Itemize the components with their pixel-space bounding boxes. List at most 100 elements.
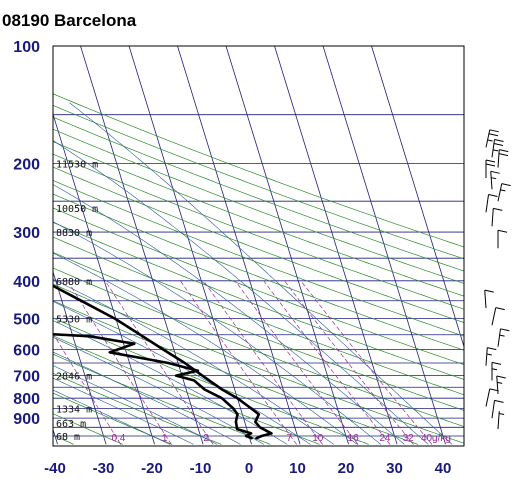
wind-barb-flag xyxy=(489,129,499,133)
wind-barb xyxy=(497,229,508,249)
dry-adiabat-line xyxy=(53,372,222,445)
dry-adiabat-line xyxy=(53,93,464,248)
dry-adiabat-line xyxy=(53,166,464,323)
temperature-tick-label: 0 xyxy=(245,460,253,477)
wind-barb-shaft xyxy=(485,347,488,366)
plot-frame xyxy=(52,45,465,447)
isotherm-line xyxy=(274,46,398,445)
mixing-ratio-label: 32 xyxy=(403,433,415,444)
isotherm-line xyxy=(177,46,301,445)
wind-barb-flag xyxy=(501,183,511,187)
wind-barb-shaft xyxy=(497,149,500,168)
wind-barb xyxy=(491,207,503,227)
wind-barb-flag xyxy=(492,149,499,152)
mixing-ratio-line xyxy=(53,332,121,445)
height-label: 2846 m xyxy=(56,372,92,383)
wind-barb-flag xyxy=(497,229,508,233)
mixing-ratio-line xyxy=(104,280,214,445)
isotherm-line xyxy=(0,37,9,444)
mixing-ratio-label: 0.4 xyxy=(111,433,125,444)
wind-barb-flag xyxy=(494,139,504,143)
wind-barb-flag xyxy=(490,170,500,174)
mixing-ratio-line xyxy=(284,280,414,445)
dry-adiabat-line xyxy=(53,179,464,337)
pressure-tick-label: 100 xyxy=(13,39,40,56)
wind-barb xyxy=(491,139,504,158)
wind-barb xyxy=(485,194,498,213)
dry-adiabat-line xyxy=(53,193,464,351)
wind-barb-flag xyxy=(495,307,505,311)
wind-barb-flag xyxy=(498,413,505,416)
mixing-ratio-label: 2 xyxy=(203,433,209,444)
dry-adiabat-line xyxy=(53,104,464,260)
wind-barb-flag xyxy=(496,375,506,379)
temperature-tick-label: 20 xyxy=(338,460,355,477)
dry-adiabat-line xyxy=(53,317,369,445)
wind-barb-flag xyxy=(491,368,498,371)
wind-barb-flag xyxy=(487,139,493,142)
temperature-tick-label: 10 xyxy=(289,460,306,477)
wind-barb-shaft xyxy=(491,208,494,227)
moist-adiabat-line xyxy=(69,102,453,445)
dry-adiabat-line xyxy=(53,236,464,396)
moist-adiabat-line xyxy=(53,140,429,445)
wind-barb xyxy=(485,388,499,407)
mixing-ratio-line xyxy=(234,280,359,445)
mixing-ratio-line xyxy=(263,280,391,445)
dry-adiabat-line xyxy=(53,116,464,272)
chart-grid xyxy=(0,37,464,445)
pressure-tick-label: 200 xyxy=(13,156,40,173)
wind-barb xyxy=(497,411,505,430)
wind-barb-flag xyxy=(488,194,498,198)
moist-adiabat-line xyxy=(53,365,218,445)
wind-barb-flag xyxy=(484,289,494,293)
temperature-tick-label: -40 xyxy=(44,460,66,477)
wind-barb-flag xyxy=(491,361,502,365)
temperature-profile-line xyxy=(53,284,273,440)
pressure-tick-label: 800 xyxy=(13,391,40,408)
dry-adiabat-line xyxy=(53,251,464,411)
dry-adiabat-line xyxy=(53,267,464,427)
wind-barb-shaft xyxy=(485,129,491,148)
wind-barb-flag xyxy=(486,353,492,356)
wind-barb-flag xyxy=(500,189,506,192)
dry-adiabat-line xyxy=(53,353,271,445)
wind-barb-flag xyxy=(493,143,504,146)
pressure-tick-label: 500 xyxy=(13,312,40,329)
temperature-tick-label: 30 xyxy=(386,460,403,477)
wind-barb-flag xyxy=(485,159,496,163)
wind-barb xyxy=(485,347,497,366)
wind-barb xyxy=(497,328,510,347)
mixing-ratio-label: 40g/kg xyxy=(421,433,451,444)
wind-barb-flag xyxy=(494,399,504,403)
wind-barb xyxy=(490,170,500,190)
wind-barb-shaft xyxy=(490,171,493,190)
moist-adiabat-line xyxy=(53,221,382,445)
temperature-tick-label: -30 xyxy=(93,460,115,477)
moist-adiabat-line xyxy=(53,301,311,445)
moist-adiabat-line xyxy=(53,252,358,445)
moist-adiabat-line xyxy=(53,336,265,445)
wind-barb-shaft xyxy=(485,194,490,213)
mixing-ratio-line xyxy=(67,280,172,445)
pressure-tick-label: 300 xyxy=(13,225,40,242)
sounding-profiles xyxy=(53,284,273,440)
wind-barb-flag xyxy=(489,388,499,392)
isotherm-line xyxy=(322,46,446,445)
wind-barb xyxy=(484,289,494,309)
wind-barb xyxy=(491,307,505,326)
height-label: 6880 m xyxy=(56,277,92,288)
dry-adiabat-line xyxy=(53,413,123,445)
wind-barbs xyxy=(484,129,511,430)
mixing-ratio-label: 16 xyxy=(348,433,360,444)
moist-adiabat-line xyxy=(53,278,334,445)
pressure-tick-label: 400 xyxy=(13,274,40,291)
mixing-ratio-label: 10 xyxy=(312,433,324,444)
wind-barb-shaft xyxy=(484,290,487,309)
temperature-tick-label: -20 xyxy=(141,460,163,477)
height-labels: 11530 m 10050 m 8830 m 6880 m 5330 m 2846 m 13… xyxy=(56,159,98,443)
wind-barb-flag xyxy=(497,381,503,384)
wind-barb-flag xyxy=(493,207,503,211)
mixing-ratio-label: 24 xyxy=(379,433,391,444)
